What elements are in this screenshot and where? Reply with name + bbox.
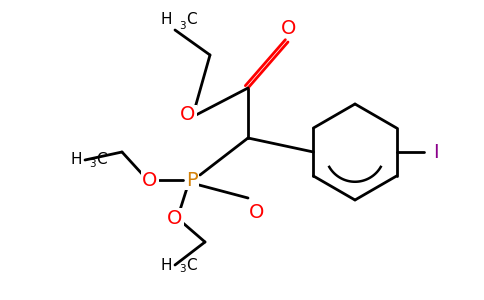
Text: O: O xyxy=(142,170,158,190)
Text: 3: 3 xyxy=(89,159,96,169)
Text: C: C xyxy=(186,257,197,272)
Text: O: O xyxy=(167,208,182,227)
Text: 3: 3 xyxy=(179,21,186,31)
Text: C: C xyxy=(96,152,106,167)
Text: H: H xyxy=(71,152,82,167)
Text: I: I xyxy=(433,142,439,161)
Text: H: H xyxy=(161,257,172,272)
Text: O: O xyxy=(249,203,265,223)
Text: C: C xyxy=(186,12,197,27)
Text: O: O xyxy=(281,19,297,38)
Text: 3: 3 xyxy=(179,264,186,274)
Text: H: H xyxy=(161,12,172,27)
Text: O: O xyxy=(181,106,196,124)
Text: P: P xyxy=(186,170,198,190)
